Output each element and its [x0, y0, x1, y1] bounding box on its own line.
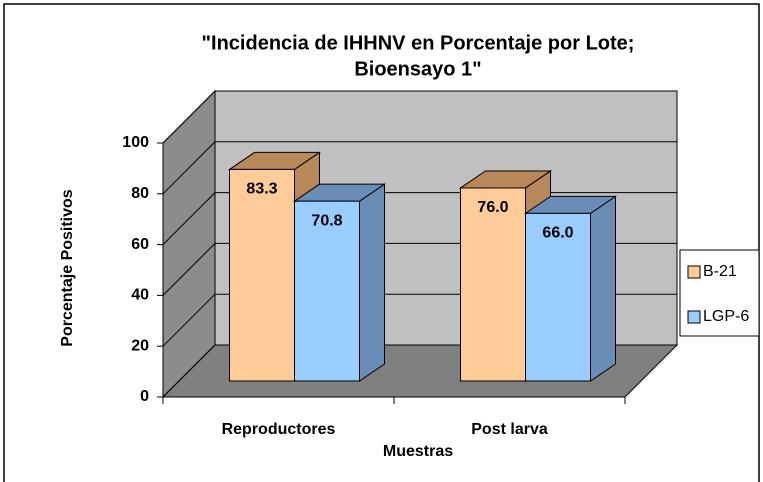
y-tick-label: 80 [131, 185, 149, 202]
bar-side [359, 183, 385, 382]
y-tick-label: 20 [131, 337, 149, 354]
side-wall [162, 89, 216, 399]
legend-marker [687, 265, 701, 279]
legend-label: LGP-6 [703, 308, 749, 325]
bar [294, 200, 360, 382]
bar [525, 212, 591, 382]
data-label: 70.8 [311, 212, 342, 229]
y-tick-label: 60 [131, 236, 149, 253]
bar [460, 187, 526, 382]
y-axis-label: Porcentaje Positivos [59, 189, 76, 346]
y-tick-label: 100 [122, 134, 149, 151]
legend-marker [687, 310, 701, 324]
y-tick-label: 40 [131, 287, 149, 304]
x-tick-label: Reproductores [222, 421, 336, 438]
legend-label: B-21 [703, 263, 737, 280]
x-axis-label: Muestras [383, 443, 453, 460]
data-label: 66.0 [542, 225, 573, 242]
x-tick-label: Post larva [471, 421, 548, 438]
chart-title: Bioensayo 1" [354, 58, 481, 80]
bar [229, 168, 295, 382]
grid-line [162, 141, 677, 195]
chart-title: "Incidencia de IHHNV en Porcentaje por L… [202, 32, 635, 54]
chart-frame [3, 3, 760, 482]
bar-side [590, 195, 616, 382]
y-tick-label: 0 [140, 388, 149, 405]
data-label: 83.3 [246, 181, 277, 198]
grid-line [162, 90, 677, 144]
data-label: 76.0 [477, 199, 508, 216]
